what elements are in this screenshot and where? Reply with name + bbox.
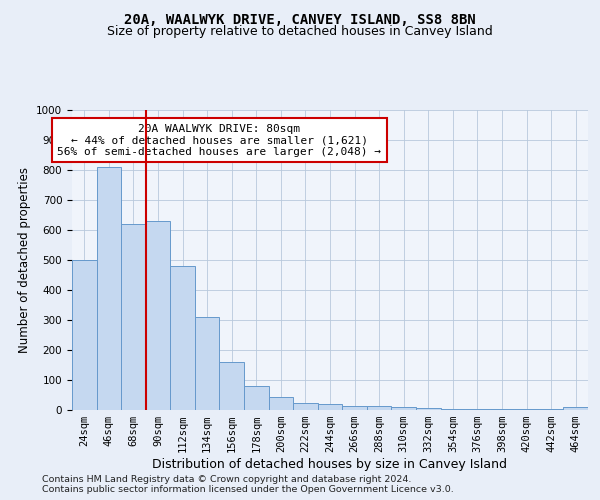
- X-axis label: Distribution of detached houses by size in Canvey Island: Distribution of detached houses by size …: [152, 458, 508, 471]
- Bar: [563, 407, 588, 410]
- Bar: [146, 221, 170, 410]
- Bar: [72, 260, 97, 410]
- Bar: [170, 266, 195, 410]
- Bar: [465, 409, 490, 410]
- Text: 20A WAALWYK DRIVE: 80sqm
← 44% of detached houses are smaller (1,621)
56% of sem: 20A WAALWYK DRIVE: 80sqm ← 44% of detach…: [57, 124, 381, 156]
- Text: 20A, WAALWYK DRIVE, CANVEY ISLAND, SS8 8BN: 20A, WAALWYK DRIVE, CANVEY ISLAND, SS8 8…: [124, 12, 476, 26]
- Y-axis label: Number of detached properties: Number of detached properties: [17, 167, 31, 353]
- Bar: [318, 404, 342, 410]
- Bar: [195, 317, 220, 410]
- Bar: [416, 408, 440, 410]
- Bar: [97, 167, 121, 410]
- Bar: [391, 407, 416, 410]
- Bar: [244, 386, 269, 410]
- Text: Size of property relative to detached houses in Canvey Island: Size of property relative to detached ho…: [107, 25, 493, 38]
- Bar: [121, 224, 146, 410]
- Bar: [342, 406, 367, 410]
- Bar: [269, 396, 293, 410]
- Text: Contains public sector information licensed under the Open Government Licence v3: Contains public sector information licen…: [42, 484, 454, 494]
- Bar: [367, 406, 391, 410]
- Text: Contains HM Land Registry data © Crown copyright and database right 2024.: Contains HM Land Registry data © Crown c…: [42, 474, 412, 484]
- Bar: [293, 402, 318, 410]
- Bar: [220, 362, 244, 410]
- Bar: [440, 408, 465, 410]
